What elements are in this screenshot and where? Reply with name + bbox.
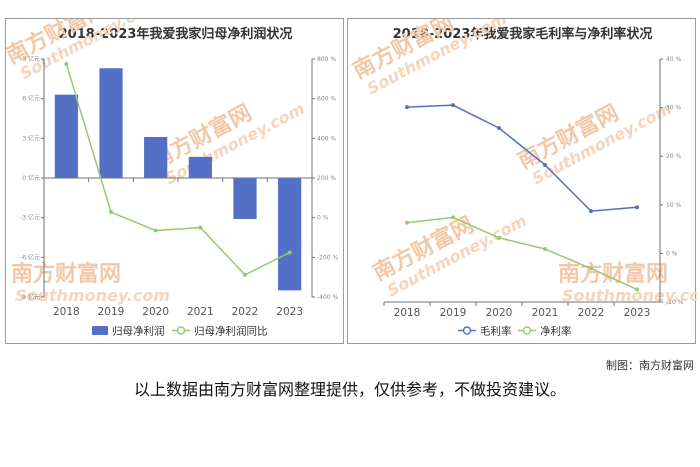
x-category-label: 2018 <box>394 307 421 319</box>
profit-bar <box>99 68 123 178</box>
watermark-cn: 南方财富网 <box>558 261 668 287</box>
right-chart: 2018-2023年我爱我家毛利率与净利率状况 南方财富网Southmoney.… <box>349 19 697 338</box>
watermark-en: Southmoney.com <box>562 286 697 305</box>
legend-bar-swatch <box>92 326 108 335</box>
profit-bar <box>54 94 78 178</box>
right-y-tick-label: 0 % <box>317 215 329 222</box>
chart-credit: 制图：南方财富网 <box>606 359 694 372</box>
x-category-label: 2021 <box>187 306 214 318</box>
profit-bar <box>188 156 212 178</box>
yoy-line <box>65 63 291 276</box>
profit-bar <box>278 178 302 291</box>
yoy-point <box>153 228 158 233</box>
legend-line-label: 归母净利润同比 <box>194 325 268 338</box>
x-category-label: 2018 <box>53 306 80 318</box>
x-category-label: 2023 <box>276 306 303 318</box>
right-watermark: 南方财富网Southmoney.com南方财富网Southmoney.com南方… <box>349 19 697 305</box>
legend-line-marker <box>176 326 186 335</box>
disclaimer-text: 以上数据由南方财富网整理提供，仅供参考，不做投资建议。 <box>133 380 566 399</box>
gross-margin-point <box>497 126 501 131</box>
right-lines <box>405 103 639 292</box>
left-bars <box>54 68 302 291</box>
gross-margin-point <box>635 205 639 210</box>
right-y-tick-label: -10 % <box>666 299 684 306</box>
legend-bar-label: 归母净利润 <box>112 325 165 338</box>
right-chart-title: 2018-2023年我爱我家毛利率与净利率状况 <box>393 26 653 42</box>
net-margin-point <box>497 235 501 240</box>
right-y-tick-label: 600 % <box>317 96 336 103</box>
left-chart-title: 2018-2023年我爱我家归母净利润状况 <box>59 26 293 42</box>
left-y-tick-label: 3 亿元 <box>22 134 40 142</box>
gross-margin-line <box>406 104 638 212</box>
x-category-label: 2022 <box>232 306 259 318</box>
net-margin-point <box>543 247 547 252</box>
right-y-tick-label: 800 % <box>317 56 336 63</box>
x-category-label: 2022 <box>578 307 605 319</box>
net-margin-legend-label: 净利率 <box>540 325 572 338</box>
net-margin-point <box>589 266 593 271</box>
net-margin-point <box>635 287 639 292</box>
right-y-tick-label: 20 % <box>666 153 682 160</box>
gross-margin-legend-label: 毛利率 <box>480 325 512 338</box>
x-category-label: 2019 <box>98 306 125 318</box>
right-y-tick-label: 400 % <box>317 135 336 142</box>
left-y-tick-label: 6 亿元 <box>22 95 40 103</box>
watermark-cn: 南方财富网 <box>11 261 121 287</box>
profit-bar <box>144 137 168 178</box>
yoy-point <box>198 225 203 230</box>
left-yoy-line <box>64 61 292 277</box>
left-y-tick-label: -9 亿元 <box>20 293 40 301</box>
yoy-point <box>243 272 247 277</box>
net-margin-line <box>406 216 638 291</box>
gross-margin-point <box>451 103 455 108</box>
left-legend: 归母净利润 归母净利润同比 <box>92 325 268 338</box>
right-y-tick-label: -200 % <box>317 254 339 261</box>
left-y-tick-label: 0 亿元 <box>22 174 40 182</box>
gross-margin-point <box>543 162 547 167</box>
left-y-tick-label: 9 亿元 <box>22 55 40 63</box>
left-y-tick-label: -6 亿元 <box>20 253 40 261</box>
right-y-tick-label: 200 % <box>317 175 336 182</box>
x-category-label: 2019 <box>440 307 467 319</box>
left-chart: 2018-2023年我爱我家归母净利润状况 南方财富网Southmoney.co… <box>6 19 339 338</box>
right-y-tick-label: 0 % <box>666 250 678 257</box>
x-category-label: 2023 <box>624 307 651 319</box>
right-y-tick-label: 30 % <box>666 105 682 112</box>
yoy-point <box>109 210 113 215</box>
gross-margin-point <box>405 105 409 110</box>
gross-margin-point <box>589 209 593 214</box>
right-chart-panel: 2018-2023年我爱我家毛利率与净利率状况 南方财富网 Southmoney.… <box>347 18 697 344</box>
profit-bar <box>233 178 257 219</box>
right-legend: 毛利率 净利率 <box>458 325 572 338</box>
gross-margin-legend-marker <box>462 326 472 335</box>
watermark-en: Southmoney.com <box>15 286 170 305</box>
right-y-tick-label: 40 % <box>666 56 682 63</box>
net-margin-point <box>405 220 409 225</box>
x-category-label: 2020 <box>142 306 169 318</box>
right-y-tick-label: 10 % <box>666 202 682 209</box>
left-axes: 9 亿元 6 亿元 3 亿元 0 亿元 -3 亿元 -6 亿元 -9 亿元 800 % 600 … <box>20 55 338 318</box>
net-margin-point <box>451 215 455 220</box>
x-category-label: 2020 <box>486 307 513 319</box>
right-axes: 40 % 30 % 20 % 10 % 0 % -10 % 2018 2019 2020 2021… <box>383 56 684 319</box>
yoy-point <box>64 61 69 66</box>
left-y-tick-label: -3 亿元 <box>20 214 40 222</box>
net-margin-legend-marker <box>522 326 532 335</box>
x-category-label: 2021 <box>532 307 559 319</box>
yoy-point <box>287 250 292 255</box>
left-chart-panel: 2018-2023年我爱我家归母净利润状况 南方财富网 Southmoney.co… <box>5 18 344 344</box>
right-y-tick-label: -400 % <box>317 294 339 301</box>
